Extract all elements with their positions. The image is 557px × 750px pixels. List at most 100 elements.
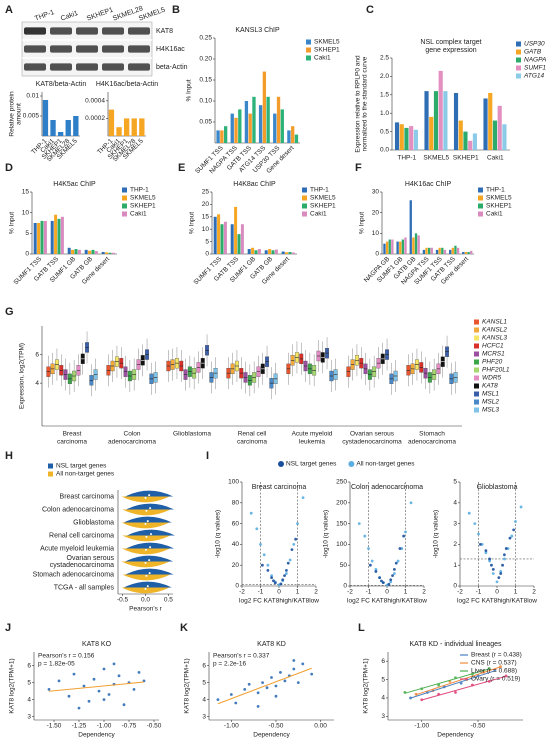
legend-label: NSL target genes	[56, 463, 107, 470]
blot-band	[128, 27, 150, 35]
bar	[230, 224, 234, 254]
y-tick-label: Colon adenocarcinoma	[42, 506, 114, 513]
y-tick-label: 40	[232, 541, 240, 548]
x-tick-label: SKMEL5	[423, 155, 449, 162]
point	[381, 581, 385, 585]
violin	[125, 568, 174, 575]
point	[519, 505, 523, 509]
legend-swatch	[306, 47, 311, 53]
bar	[42, 100, 49, 136]
blot-band	[102, 45, 124, 53]
median-dot	[144, 548, 147, 551]
legend-label: CNS (r = 0.537)	[471, 660, 517, 667]
point	[92, 677, 96, 681]
point	[279, 582, 283, 586]
bar	[111, 252, 115, 254]
blot-band	[128, 63, 150, 71]
chart-title: KAT8/beta-Actin	[36, 81, 87, 88]
legend-swatch	[516, 73, 521, 79]
legend-swatch	[474, 399, 479, 405]
legend-label: THP-1	[130, 187, 149, 194]
point	[391, 574, 394, 577]
bar	[91, 249, 95, 254]
point	[102, 667, 106, 671]
bar	[288, 252, 292, 254]
y-axis-label: -log10 (q values)	[215, 510, 222, 558]
x-tick-label: 1	[514, 589, 518, 596]
bar	[438, 70, 443, 150]
y-axis-label: -log10 (q values)	[323, 510, 330, 558]
y-tick-label: 100	[228, 479, 239, 486]
point	[484, 551, 488, 555]
legend-swatch	[302, 187, 307, 193]
point	[261, 681, 264, 684]
bar	[71, 249, 75, 254]
y-tick-label: 0	[375, 251, 379, 258]
legend-label: All non-target genes	[356, 461, 415, 468]
legend-swatch	[122, 187, 127, 193]
legend-label: THP-1	[310, 187, 329, 194]
bar	[257, 249, 261, 254]
y-tick-label: 0.0002	[85, 115, 105, 122]
violin	[126, 503, 175, 510]
fit-line	[415, 666, 501, 696]
point	[97, 689, 101, 693]
bar	[425, 247, 428, 254]
point	[286, 561, 290, 565]
legend-label: MSL2	[482, 399, 499, 406]
y-tick-label: 0.005	[23, 113, 40, 120]
point	[102, 698, 106, 701]
legend-swatch	[474, 319, 479, 325]
median-dot	[144, 561, 147, 564]
bar	[429, 116, 434, 150]
point	[132, 688, 136, 691]
x-tick-label: 0.00	[314, 723, 327, 730]
panel-label: C	[366, 4, 374, 16]
legend-label: Ovary (r = 0.519)	[471, 676, 520, 683]
point	[292, 659, 296, 662]
x-tick-label: -1.00	[224, 723, 239, 730]
legend-swatch	[348, 461, 355, 467]
legend-swatch	[516, 57, 521, 63]
y-tick-label: 4	[381, 695, 385, 702]
point	[262, 553, 266, 557]
bar	[223, 126, 228, 143]
bar	[404, 127, 409, 150]
y-tick-label: 10	[202, 226, 210, 233]
bar	[433, 91, 439, 150]
lane-label: SKHEP1	[86, 7, 114, 23]
legend-label: SKMEL5	[130, 195, 156, 202]
x-tick-label: 2	[314, 589, 318, 596]
point	[404, 530, 407, 534]
y-tick-label: 20	[202, 201, 210, 208]
point	[266, 569, 270, 572]
point	[409, 501, 413, 505]
point	[393, 567, 396, 571]
y-tick-label: 0.20	[199, 56, 212, 63]
blot-band	[76, 63, 98, 71]
annotation: p = 2.2e-16	[213, 661, 246, 668]
bar	[84, 249, 88, 254]
x-tick-label: Caki1	[487, 155, 504, 162]
legend-label: Caki1	[310, 211, 327, 218]
point	[294, 537, 298, 541]
legend-swatch	[474, 351, 479, 357]
point	[272, 579, 275, 583]
point	[234, 701, 238, 705]
y-axis-label: KAT8 log2(TPM+1)	[184, 658, 191, 713]
point	[514, 520, 517, 523]
x-tick-label: -1	[476, 589, 482, 596]
violin	[121, 548, 170, 555]
fit-line	[404, 668, 490, 694]
point	[274, 694, 278, 698]
y-axis-label: % Input	[9, 212, 16, 234]
bar	[271, 250, 275, 254]
y-tick-label: 0.5	[380, 128, 389, 135]
bar	[247, 249, 251, 254]
panel-label: F	[355, 162, 362, 174]
chart-title: KAT8 KO	[82, 641, 112, 648]
y-tick-label: 150	[336, 520, 347, 527]
point	[288, 558, 292, 562]
point	[270, 574, 273, 577]
y-axis-label: normalized to the standard curve	[362, 56, 369, 151]
